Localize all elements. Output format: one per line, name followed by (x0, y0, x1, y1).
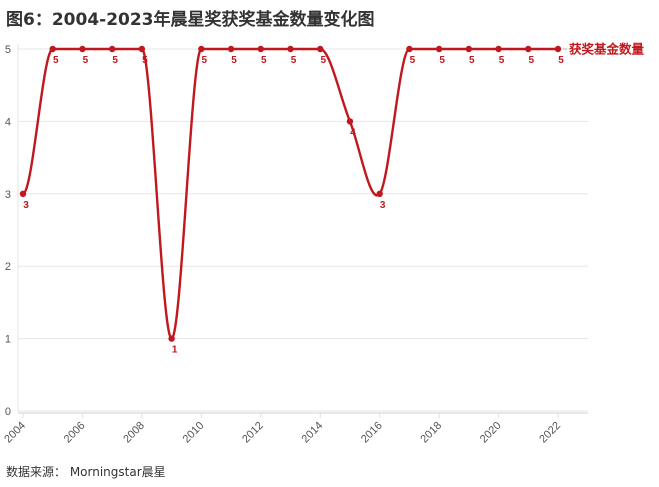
chart-title: 图6：2004-2023年晨星奖获奖基金数量变化图 (6, 10, 375, 30)
y-tick-label: 0 (5, 406, 11, 418)
y-axis: 0 1 2 3 4 5 (5, 44, 11, 418)
data-label: 1 (172, 345, 178, 356)
data-label: 5 (142, 55, 148, 66)
x-tick-label: 2022 (537, 420, 563, 446)
data-label: 4 (350, 127, 356, 138)
data-point (406, 45, 413, 53)
data-label: 5 (528, 55, 534, 66)
data-label: 3 (380, 200, 386, 211)
data-label: 5 (410, 55, 416, 66)
data-label: 5 (261, 55, 267, 66)
x-axis: 2004 2006 2008 2010 2012 2014 2016 2018 2020 2022 (2, 420, 563, 446)
data-point (108, 45, 116, 53)
x-tick-label: 2012 (240, 420, 266, 446)
y-tick-label: 1 (5, 334, 11, 346)
x-tick-label: 2020 (478, 420, 504, 446)
x-tick-label: 2018 (418, 420, 444, 446)
x-tick-label: 2008 (121, 420, 147, 446)
data-point (19, 190, 27, 197)
data-point (465, 45, 473, 53)
data-point (554, 45, 562, 53)
data-label: 5 (291, 55, 297, 66)
data-source-note: 数据来源： Morningstar晨星 (6, 465, 166, 479)
x-tick-label: 2006 (62, 420, 88, 446)
data-point (257, 45, 264, 53)
x-tick-label: 2014 (300, 420, 326, 446)
data-label: 5 (83, 55, 89, 66)
y-tick-label: 5 (5, 44, 11, 56)
data-point (227, 45, 235, 53)
y-tick-label: 3 (5, 189, 11, 201)
data-label: 3 (23, 200, 29, 211)
legend-label: 获奖基金数量 (569, 42, 645, 57)
data-label: 5 (558, 55, 564, 66)
data-label: 5 (469, 55, 475, 66)
data-point (287, 45, 294, 53)
legend: 获奖基金数量 (563, 42, 645, 57)
data-point (495, 45, 502, 53)
x-tick-label: 2004 (2, 420, 28, 446)
y-tick-label: 4 (5, 116, 11, 128)
data-label: 5 (202, 55, 208, 66)
data-point (346, 118, 354, 125)
data-label: 5 (53, 55, 59, 66)
data-point (317, 45, 324, 53)
data-label: 5 (499, 55, 505, 66)
data-points (19, 45, 562, 342)
data-point (525, 45, 532, 53)
x-tick-label: 2010 (181, 420, 207, 446)
data-labels: 3 5 5 5 5 1 5 5 5 5 5 4 3 5 5 5 5 5 5 (23, 55, 564, 356)
data-label: 5 (439, 55, 445, 66)
gridlines (17, 44, 588, 418)
data-point (79, 45, 86, 53)
data-point (138, 45, 146, 53)
data-label: 5 (320, 55, 326, 66)
data-point (435, 45, 443, 53)
data-label: 5 (112, 55, 118, 66)
data-point (49, 45, 56, 53)
data-point (376, 190, 383, 197)
data-label: 5 (231, 55, 237, 66)
data-point (168, 335, 175, 342)
x-tick-label: 2016 (359, 420, 385, 446)
y-tick-label: 2 (5, 261, 11, 273)
data-point (198, 45, 205, 53)
